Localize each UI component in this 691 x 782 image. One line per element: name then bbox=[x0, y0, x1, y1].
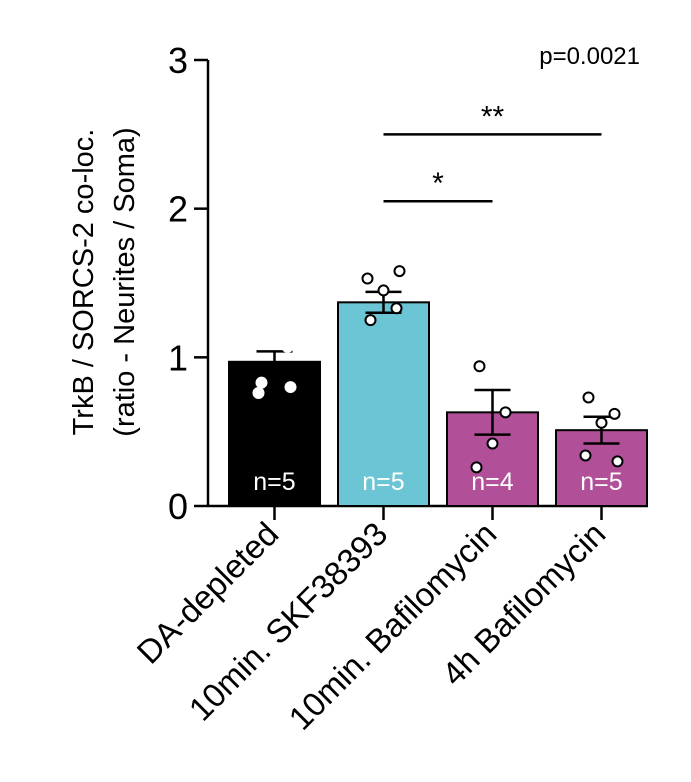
data-point bbox=[608, 407, 621, 420]
bar bbox=[337, 301, 430, 507]
y-tick-label: 3 bbox=[168, 40, 188, 81]
data-point bbox=[595, 416, 608, 429]
data-point bbox=[499, 406, 512, 419]
data-point bbox=[252, 387, 265, 400]
data-point bbox=[393, 265, 406, 278]
significance-label: ** bbox=[481, 100, 505, 133]
data-point bbox=[470, 461, 483, 474]
n-label: n=5 bbox=[253, 468, 295, 496]
data-point bbox=[268, 334, 281, 347]
x-tick-label: 10min. Bafilomycin bbox=[281, 515, 503, 737]
n-label: n=5 bbox=[580, 468, 622, 496]
data-point bbox=[611, 455, 624, 468]
data-point bbox=[255, 376, 268, 389]
data-point bbox=[281, 340, 294, 353]
y-tick-label: 2 bbox=[168, 189, 188, 230]
data-point bbox=[390, 302, 403, 315]
y-tick-label: 0 bbox=[168, 486, 188, 527]
n-label: n=5 bbox=[362, 468, 404, 496]
y-axis-label-line2: (ratio - Neurites / Soma) bbox=[109, 127, 141, 436]
data-point bbox=[486, 437, 499, 450]
data-point bbox=[473, 360, 486, 373]
data-point bbox=[582, 391, 595, 404]
y-tick-label: 1 bbox=[168, 337, 188, 378]
data-point bbox=[284, 381, 297, 394]
p-value-label: p=0.0021 bbox=[539, 43, 640, 70]
x-tick-label: 10min. SKF38393 bbox=[181, 515, 394, 728]
data-point bbox=[361, 272, 374, 285]
significance-label: * bbox=[432, 167, 444, 200]
y-axis-label: TrkB / SORCS-2 co-loc. (ratio - Neurites… bbox=[68, 127, 141, 436]
data-point bbox=[364, 314, 377, 327]
y-axis-label-line1: TrkB / SORCS-2 co-loc. bbox=[68, 129, 100, 436]
data-point bbox=[377, 284, 390, 297]
data-point bbox=[579, 449, 592, 462]
